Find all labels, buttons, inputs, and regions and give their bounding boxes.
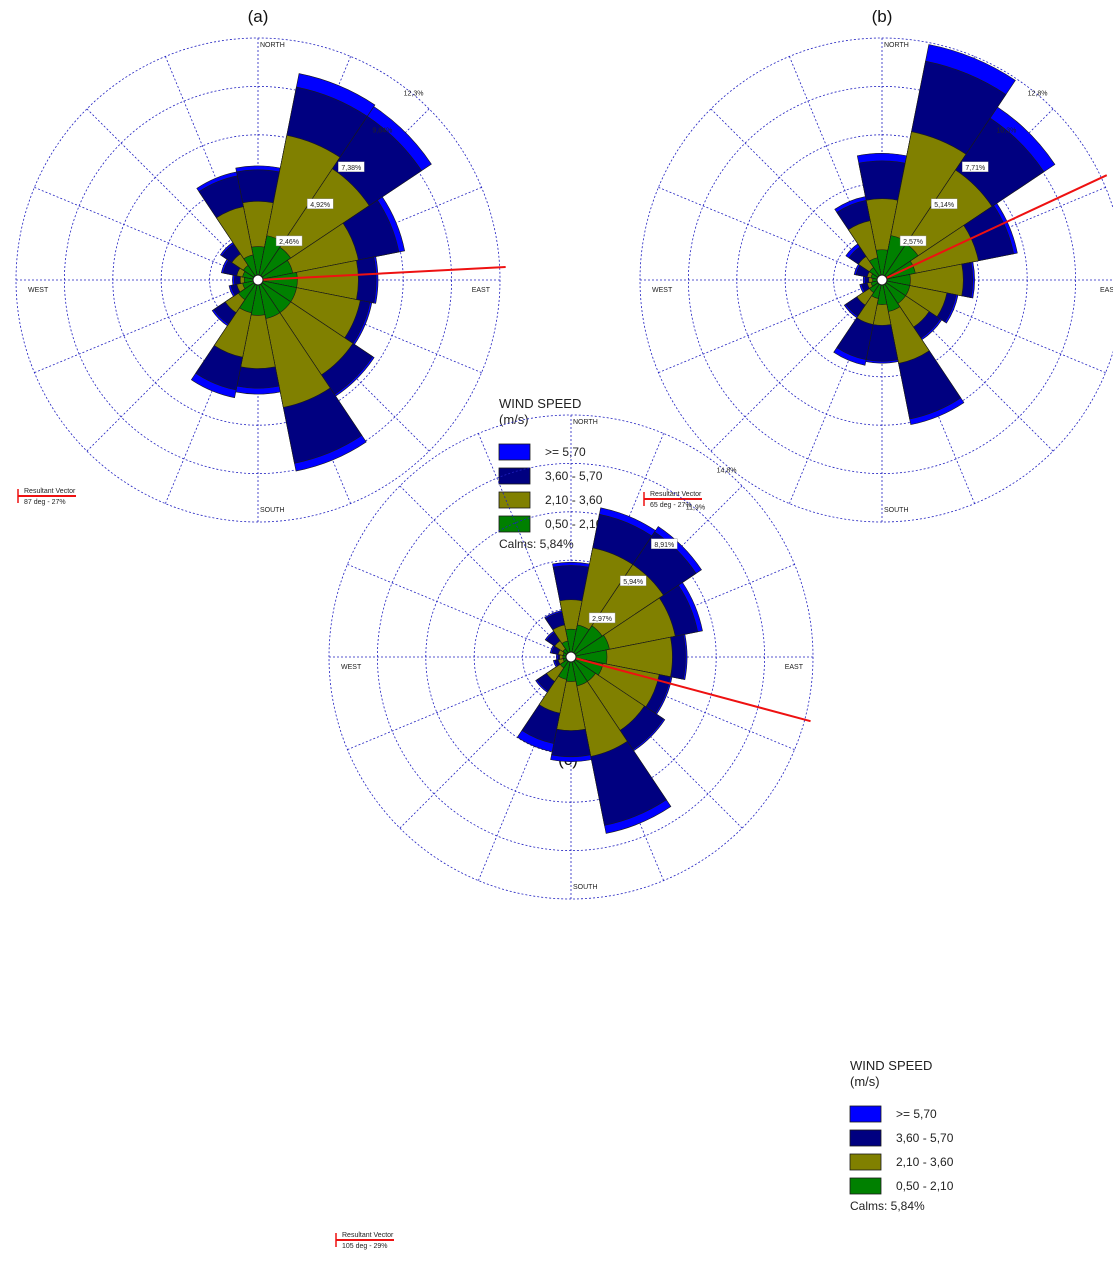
ring-label: 2,97%: [592, 616, 612, 623]
legend-entry: >= 5,70: [545, 445, 586, 459]
label-south: SOUTH: [884, 507, 909, 514]
ring-label: 7,71%: [965, 165, 985, 172]
legend-entry: 2,10 - 3,60: [545, 493, 603, 507]
ring-label: 7,38%: [341, 165, 361, 172]
petal-segment: [868, 257, 883, 281]
ring-label-box: [962, 161, 989, 173]
ring-label: 8,91%: [654, 542, 674, 549]
ring-label-box: [307, 198, 334, 210]
resultant-vector-line: [257, 266, 506, 281]
label-east: EAS: [1100, 287, 1113, 294]
legend-entry: 3,60 - 5,70: [896, 1131, 954, 1145]
legend-swatch: [849, 1177, 882, 1195]
grid-spoke: [399, 485, 572, 658]
wind-rose-panel-b: (b) NORTH SOUTH WEST EAS 2,57% 5,14% 7,71% 10,3%…: [639, 7, 1113, 523]
panel-title: (a): [248, 7, 269, 26]
label-north: NORTH: [260, 42, 285, 49]
legend-entry: 0,50 - 2,10: [545, 517, 603, 531]
legend-swatch: [849, 1153, 882, 1171]
ring-label-box: [620, 575, 647, 586]
grid-spoke: [34, 187, 259, 281]
label-north: NORTH: [573, 419, 598, 426]
calm-center: [565, 651, 577, 663]
ring-label: 9,84%: [372, 128, 392, 135]
legend-entry: >= 5,70: [896, 1107, 937, 1121]
resultant-vector-line: [570, 656, 811, 723]
resultant-vector-value: 87 deg - 27%: [24, 499, 66, 506]
resultant-vector-title: Resultant Vector: [342, 1232, 394, 1239]
label-south: SOUTH: [260, 507, 285, 514]
label-south: SOUTH: [573, 884, 598, 891]
legend-calms: Calms: 5,84%: [499, 537, 574, 551]
ring-label-box: [899, 235, 927, 247]
grid-spoke: [347, 564, 572, 658]
grid-spoke: [34, 279, 259, 373]
ring-label: 5,94%: [623, 579, 643, 586]
resultant-vector-value: 65 deg - 27%: [650, 502, 692, 509]
ring-label-box: [588, 612, 616, 624]
legend-swatch: [849, 1129, 882, 1147]
ring-label-box: [275, 235, 303, 247]
label-west: WEST: [652, 287, 673, 294]
grid-spoke: [658, 187, 883, 281]
resultant-vector-value: 105 deg - 29%: [342, 1243, 388, 1250]
ring-label: 11,9%: [686, 505, 705, 512]
ring-label-box: [931, 198, 958, 210]
label-west: WEST: [28, 287, 49, 294]
resultant-vector-line: [881, 174, 1108, 281]
ring-label: 4,92%: [310, 202, 330, 209]
wind-rose-panel-a: (a) NORTH SOUTH WEST EAST 2,46% 4,92% 7,38% 9,84…: [15, 7, 603, 551]
legend-entry: 2,10 - 3,60: [896, 1155, 954, 1169]
calm-center: [876, 274, 888, 286]
legend-swatch: [849, 1105, 882, 1123]
legend-title: WIND SPEED: [850, 1058, 932, 1073]
label-east: EAST: [472, 287, 491, 294]
resultant-vector-title: Resultant Vector: [24, 488, 76, 495]
ring-label: 2,46%: [279, 239, 299, 246]
ring-label: 5,14%: [934, 202, 954, 209]
petal-segment: [881, 263, 964, 297]
ring-label: 12,8%: [1028, 91, 1048, 98]
legend-unit: (m/s): [850, 1074, 880, 1089]
legend-entry: 0,50 - 2,10: [896, 1179, 954, 1193]
legend-calms: Calms: 5,84%: [850, 1199, 925, 1213]
legend-title: WIND SPEED: [499, 396, 581, 411]
legend-swatch: [498, 443, 531, 461]
ring-label-box: [651, 538, 678, 549]
grid-spoke: [347, 656, 572, 750]
wind-rose-panel-c: (c)NORTHSOUTHWESTEAST2,97%5,94%8,91%11,9…: [328, 414, 954, 1250]
legend-swatch: [498, 491, 531, 509]
grid-spoke: [658, 279, 883, 373]
legend-unit: (m/s): [499, 412, 529, 427]
label-west: WEST: [341, 664, 362, 671]
ring-label: 10,3%: [996, 128, 1016, 135]
legend-swatch: [498, 467, 531, 485]
panel-title: (b): [872, 7, 893, 26]
legend-entry: 3,60 - 5,70: [545, 469, 603, 483]
petal-segment: [243, 254, 259, 281]
resultant-vector-title: Resultant Vector: [650, 491, 702, 498]
legend-swatch: [498, 515, 531, 533]
ring-label: 12,3%: [404, 91, 424, 98]
ring-label: 14,8%: [717, 468, 737, 475]
label-east: EAST: [785, 664, 804, 671]
calm-center: [252, 274, 264, 286]
label-north: NORTH: [884, 42, 909, 49]
ring-label: 2,57%: [903, 239, 923, 246]
ring-label-box: [338, 161, 365, 173]
